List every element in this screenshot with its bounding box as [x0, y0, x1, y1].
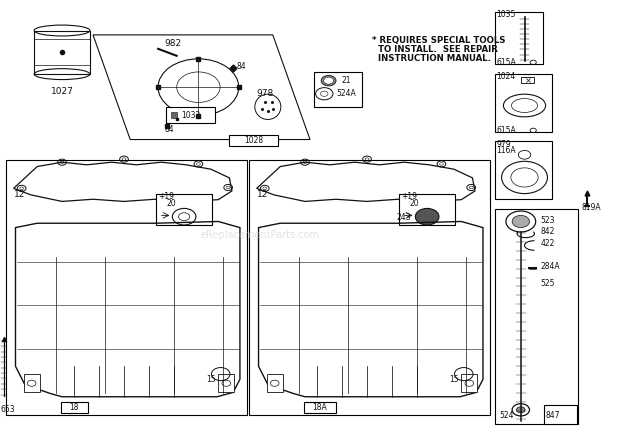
Text: 847: 847: [546, 411, 560, 420]
Text: 525: 525: [541, 279, 555, 288]
Text: 615A: 615A: [497, 58, 516, 67]
Text: 653: 653: [1, 405, 16, 414]
Text: 523: 523: [541, 216, 555, 225]
Text: +19: +19: [158, 192, 174, 201]
FancyBboxPatch shape: [229, 135, 278, 146]
Circle shape: [512, 215, 529, 228]
Circle shape: [516, 407, 525, 413]
Text: 21: 21: [341, 76, 350, 85]
Text: 982: 982: [164, 39, 182, 48]
Circle shape: [324, 77, 334, 84]
Text: 1035: 1035: [497, 10, 516, 19]
Text: eReplacementParts.com: eReplacementParts.com: [201, 231, 320, 240]
FancyBboxPatch shape: [156, 194, 212, 225]
Text: * REQUIRES SPECIAL TOOLS: * REQUIRES SPECIAL TOOLS: [372, 36, 505, 45]
FancyBboxPatch shape: [521, 77, 534, 83]
Text: INSTRUCTION MANUAL.: INSTRUCTION MANUAL.: [372, 54, 491, 63]
Text: 1028: 1028: [244, 136, 263, 145]
FancyBboxPatch shape: [314, 72, 362, 107]
FancyBboxPatch shape: [6, 160, 247, 415]
FancyBboxPatch shape: [267, 374, 283, 392]
Text: 18: 18: [69, 403, 79, 412]
Text: 84: 84: [237, 62, 247, 71]
Text: 615A: 615A: [497, 126, 516, 135]
Text: 84: 84: [164, 125, 174, 133]
Text: 524: 524: [500, 412, 514, 420]
Text: 12: 12: [14, 190, 25, 198]
Text: 422: 422: [541, 239, 555, 248]
Text: 819A: 819A: [582, 204, 601, 212]
Text: 1032: 1032: [180, 111, 200, 119]
Text: 243: 243: [396, 213, 410, 221]
Text: 18A: 18A: [312, 403, 327, 412]
FancyBboxPatch shape: [61, 402, 88, 413]
Text: 15: 15: [449, 375, 459, 384]
FancyBboxPatch shape: [495, 12, 543, 64]
FancyBboxPatch shape: [166, 107, 215, 123]
Text: 12: 12: [257, 190, 268, 198]
FancyBboxPatch shape: [399, 194, 455, 225]
FancyBboxPatch shape: [218, 374, 234, 392]
FancyBboxPatch shape: [304, 402, 336, 413]
Text: 1024: 1024: [497, 72, 516, 81]
Text: 284A: 284A: [541, 262, 560, 271]
Text: 524A: 524A: [337, 89, 356, 98]
Text: +19: +19: [401, 192, 417, 201]
FancyBboxPatch shape: [461, 374, 477, 392]
FancyBboxPatch shape: [249, 160, 490, 415]
Text: 15: 15: [206, 375, 216, 384]
Text: 978: 978: [256, 89, 273, 98]
Text: 979: 979: [497, 140, 511, 149]
Circle shape: [415, 208, 439, 225]
Text: 20: 20: [166, 199, 176, 208]
Text: 1027: 1027: [51, 87, 73, 96]
Circle shape: [321, 75, 336, 86]
FancyBboxPatch shape: [24, 374, 40, 392]
FancyBboxPatch shape: [495, 209, 578, 424]
Text: 116A: 116A: [497, 146, 516, 155]
FancyBboxPatch shape: [495, 74, 552, 132]
FancyBboxPatch shape: [544, 405, 577, 424]
Text: 842: 842: [541, 227, 555, 235]
Text: TO INSTALL.  SEE REPAIR: TO INSTALL. SEE REPAIR: [372, 45, 498, 54]
Text: 20: 20: [409, 199, 419, 208]
FancyBboxPatch shape: [495, 141, 552, 199]
